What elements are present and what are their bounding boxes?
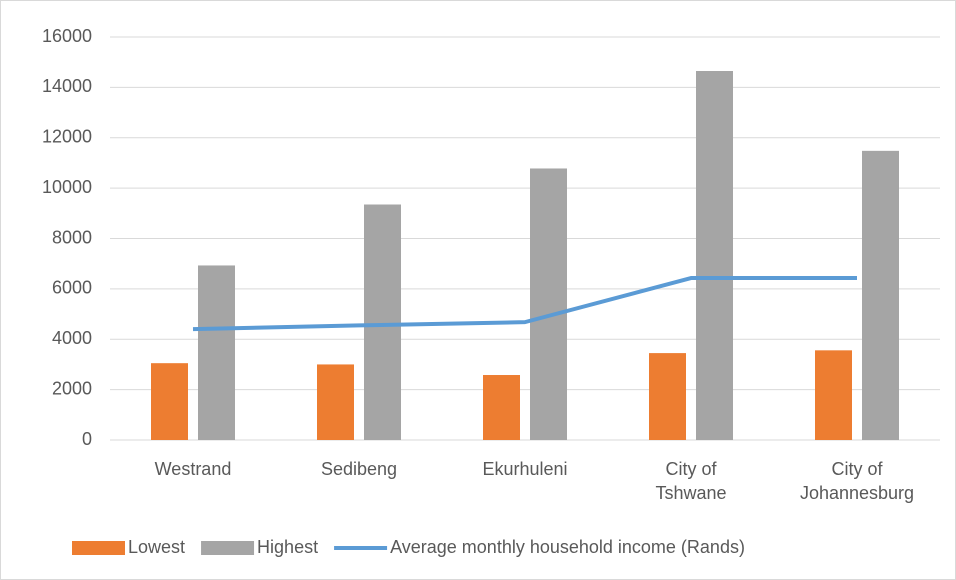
bar [483, 375, 520, 440]
bar [198, 265, 235, 440]
legend-label: Average monthly household income (Rands) [390, 537, 745, 557]
x-tick-label: City of Tshwane [655, 459, 727, 503]
bar [649, 353, 686, 440]
y-tick-label: 6000 [52, 278, 92, 298]
bar [815, 350, 852, 440]
y-tick-label: 2000 [52, 378, 92, 398]
y-tick-label: 10000 [42, 177, 92, 197]
x-tick-label: Sedibeng [320, 459, 398, 479]
y-tick-label: 14000 [42, 76, 92, 96]
y-tick-label: 0 [82, 429, 92, 449]
y-tick-label: 12000 [42, 127, 92, 147]
bar [317, 364, 354, 440]
legend-label: Lowest [128, 537, 185, 557]
y-tick-label: 16000 [42, 26, 92, 46]
bar [151, 363, 188, 440]
x-tick-label: Westrand [154, 459, 232, 479]
x-tick-label: Ekurhuleni [482, 459, 568, 479]
line [192, 276, 857, 332]
x-tick-label: City of Johannesburg [799, 459, 915, 503]
bar [530, 168, 567, 440]
y-tick-label: 4000 [52, 328, 92, 348]
bar [862, 150, 899, 440]
bar [696, 71, 733, 441]
legend-label: Highest [257, 537, 318, 557]
legend-swatch [72, 541, 125, 555]
legend-swatch [201, 541, 255, 555]
y-tick-label: 8000 [52, 227, 92, 247]
bar [364, 204, 401, 440]
